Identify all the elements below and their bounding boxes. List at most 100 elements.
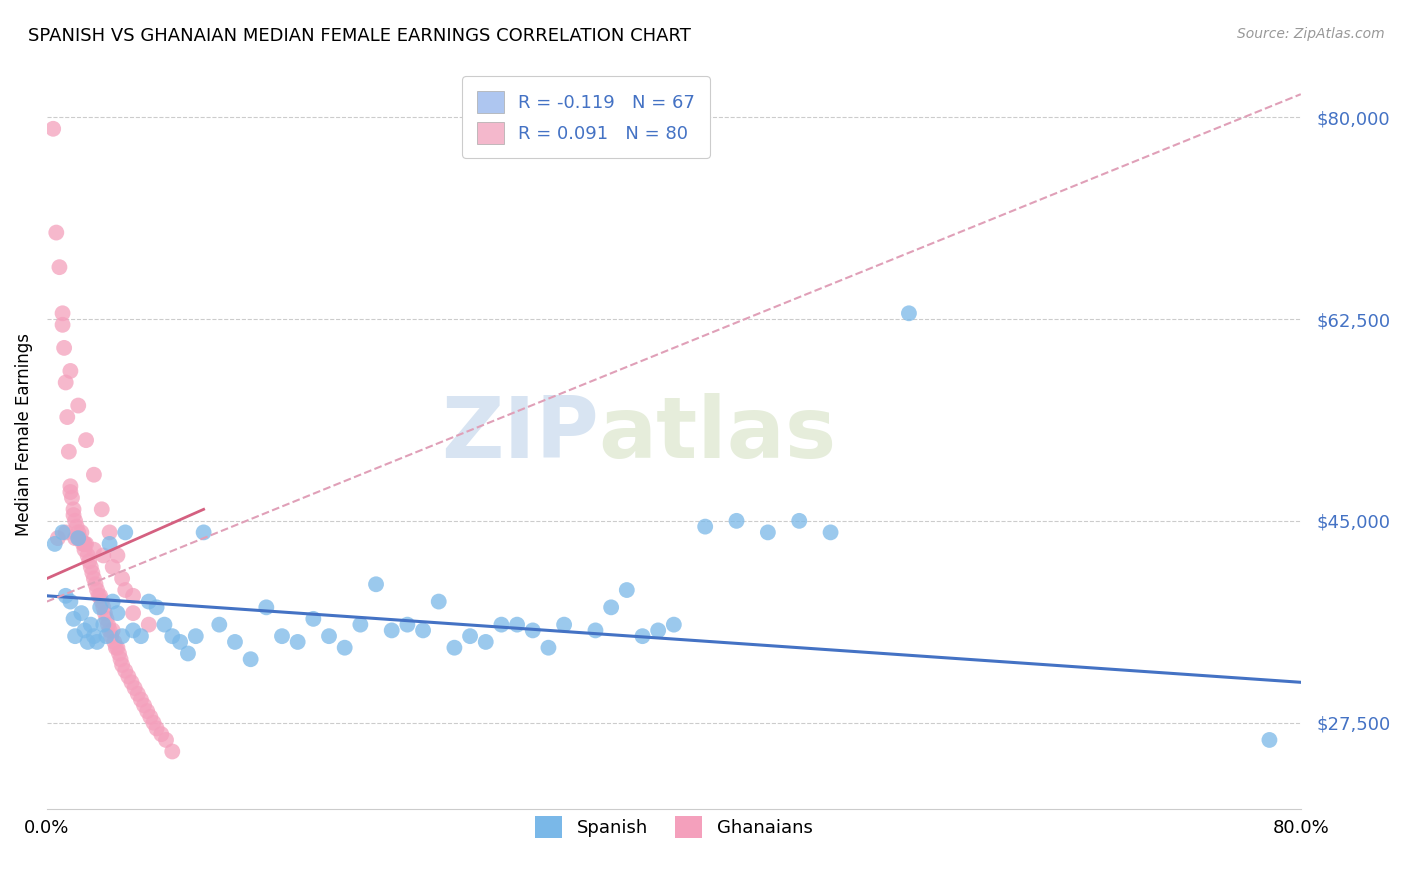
Point: [138, 617, 160, 632]
Point: [129, 629, 152, 643]
Point: [98, 537, 121, 551]
Point: [98, 624, 121, 638]
Point: [585, 624, 607, 638]
Point: [59, 364, 82, 378]
Point: [616, 582, 638, 597]
Point: [100, 629, 122, 643]
Text: atlas: atlas: [599, 392, 837, 475]
Point: [111, 629, 134, 643]
Point: [44, 537, 66, 551]
Point: [91, 600, 114, 615]
Point: [62, 502, 84, 516]
Y-axis label: Median Female Earnings: Median Female Earnings: [15, 333, 32, 536]
Point: [127, 687, 149, 701]
Point: [412, 624, 434, 638]
Point: [103, 635, 125, 649]
Point: [73, 624, 96, 638]
Point: [193, 525, 215, 540]
Point: [129, 692, 152, 706]
Point: [224, 635, 246, 649]
Point: [72, 537, 94, 551]
Point: [122, 606, 145, 620]
Point: [108, 647, 131, 661]
Point: [83, 467, 105, 482]
Point: [897, 306, 920, 320]
Point: [101, 624, 124, 638]
Point: [364, 577, 387, 591]
Point: [553, 617, 575, 632]
Point: [107, 606, 129, 620]
Point: [177, 647, 200, 661]
Point: [73, 537, 96, 551]
Text: ZIP: ZIP: [441, 392, 599, 475]
Point: [114, 525, 136, 540]
Point: [101, 560, 124, 574]
Point: [132, 698, 155, 713]
Point: [184, 629, 207, 643]
Point: [600, 600, 623, 615]
Point: [67, 525, 90, 540]
Point: [55, 525, 77, 540]
Point: [59, 479, 82, 493]
Point: [80, 617, 103, 632]
Point: [122, 589, 145, 603]
Point: [725, 514, 748, 528]
Point: [110, 652, 132, 666]
Point: [381, 624, 404, 638]
Point: [208, 617, 231, 632]
Point: [107, 549, 129, 563]
Point: [63, 531, 86, 545]
Text: Source: ZipAtlas.com: Source: ZipAtlas.com: [1237, 27, 1385, 41]
Point: [67, 531, 90, 545]
Point: [55, 589, 77, 603]
Point: [318, 629, 340, 643]
Point: [66, 519, 89, 533]
Point: [80, 560, 103, 574]
Point: [239, 652, 262, 666]
Point: [254, 600, 277, 615]
Point: [89, 589, 111, 603]
Point: [506, 617, 529, 632]
Point: [51, 525, 73, 540]
Point: [63, 514, 86, 528]
Point: [647, 624, 669, 638]
Point: [138, 594, 160, 608]
Point: [59, 594, 82, 608]
Point: [69, 531, 91, 545]
Point: [75, 433, 97, 447]
Point: [62, 508, 84, 522]
Point: [86, 635, 108, 649]
Point: [537, 640, 560, 655]
Point: [87, 589, 110, 603]
Point: [90, 502, 112, 516]
Point: [787, 514, 810, 528]
Point: [302, 612, 325, 626]
Point: [56, 410, 79, 425]
Point: [111, 572, 134, 586]
Point: [73, 542, 96, 557]
Point: [427, 594, 450, 608]
Point: [104, 640, 127, 655]
Point: [458, 629, 481, 643]
Point: [756, 525, 779, 540]
Point: [474, 635, 496, 649]
Point: [136, 704, 159, 718]
Point: [60, 491, 83, 505]
Point: [139, 710, 162, 724]
Point: [75, 537, 97, 551]
Text: SPANISH VS GHANAIAN MEDIAN FEMALE EARNINGS CORRELATION CHART: SPANISH VS GHANAIAN MEDIAN FEMALE EARNIN…: [28, 27, 690, 45]
Point: [83, 629, 105, 643]
Point: [96, 629, 118, 643]
Point: [63, 629, 86, 643]
Point: [1258, 733, 1281, 747]
Point: [333, 640, 356, 655]
Point: [150, 727, 173, 741]
Point: [70, 525, 93, 540]
Point: [695, 519, 717, 533]
Point: [396, 617, 419, 632]
Point: [94, 606, 117, 620]
Point: [70, 606, 93, 620]
Point: [124, 681, 146, 695]
Point: [83, 542, 105, 557]
Point: [153, 617, 176, 632]
